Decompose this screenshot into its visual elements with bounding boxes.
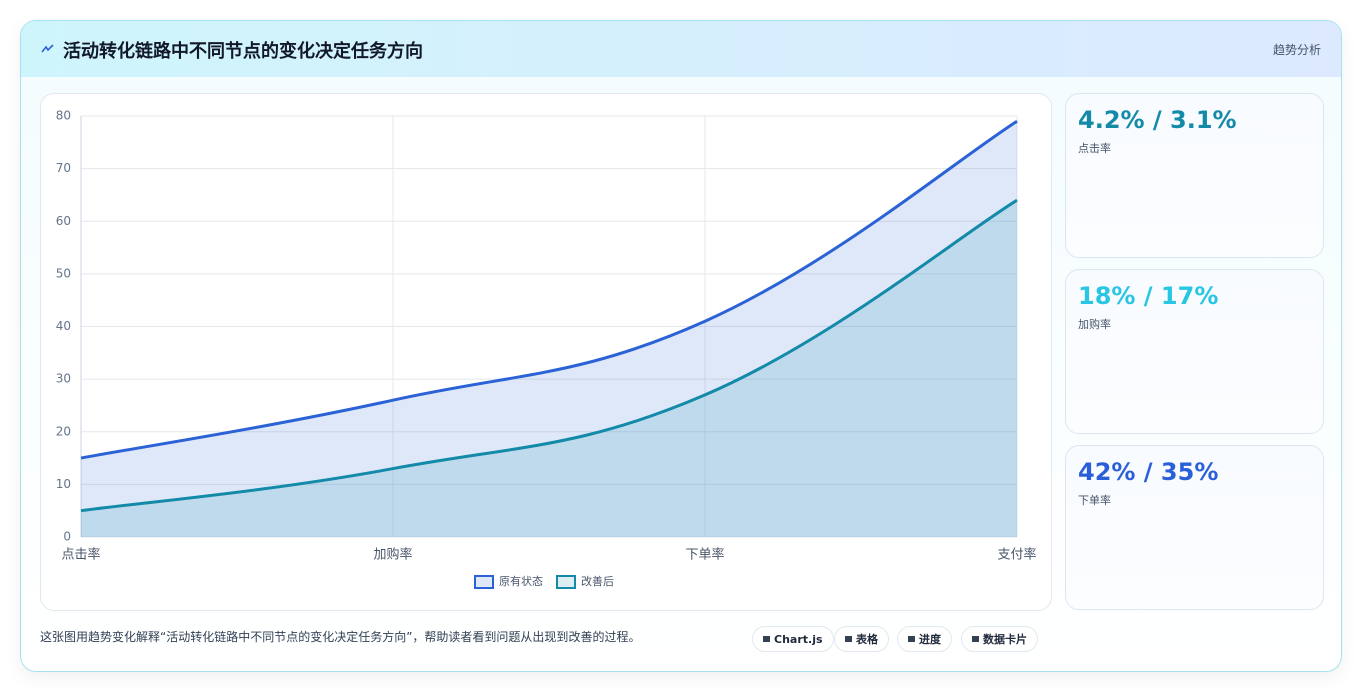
badge-icon bbox=[972, 636, 979, 642]
badge[interactable]: Chart.js bbox=[752, 626, 834, 652]
stat-value: 18% / 17% bbox=[1078, 282, 1219, 310]
area bbox=[81, 200, 1017, 537]
line bbox=[80, 198, 1018, 513]
header-icon bbox=[41, 44, 54, 53]
badge-label: 表格 bbox=[856, 633, 878, 646]
badge[interactable]: 数据卡片 bbox=[961, 626, 1038, 652]
stat-label: 加购率 bbox=[1078, 318, 1111, 331]
y-tick-label: 30 bbox=[56, 372, 71, 386]
area bbox=[81, 121, 1017, 537]
stat-card: 18% / 17% 加购率 bbox=[1065, 269, 1324, 434]
footer-text: 这张图用趋势变化解释“活动转化链路中不同节点的变化决定任务方向”，帮助读者看到问… bbox=[40, 630, 641, 644]
badge-icon bbox=[845, 636, 852, 642]
header: 活动转化链路中不同节点的变化决定任务方向 趋势分析 bbox=[21, 21, 1341, 77]
line bbox=[80, 119, 1018, 460]
badge-label: 数据卡片 bbox=[983, 633, 1027, 646]
x-tick-label: 点击率 bbox=[61, 547, 100, 563]
badge-label: 进度 bbox=[919, 633, 941, 646]
y-tick-label: 60 bbox=[56, 214, 71, 228]
y-tick-label: 20 bbox=[56, 424, 71, 438]
chart-panel: 0 10 20 30 40 50 60 70 80 点击率 加购率 下单率 支付率原有状态 改善后 bbox=[40, 93, 1052, 611]
badge-icon bbox=[763, 636, 770, 642]
stat-card: 4.2% / 3.1% 点击率 bbox=[1065, 93, 1324, 258]
legend-label: 改善后 bbox=[581, 574, 614, 588]
stat-label: 下单率 bbox=[1078, 494, 1111, 507]
stat-card: 42% / 35% 下单率 bbox=[1065, 445, 1324, 610]
y-tick-label: 10 bbox=[56, 477, 71, 491]
legend-label: 原有状态 bbox=[499, 574, 543, 588]
legend-swatch bbox=[474, 575, 494, 589]
tag: 趋势分析 bbox=[1272, 43, 1321, 57]
badge-icon bbox=[908, 636, 915, 642]
stat-label: 点击率 bbox=[1078, 142, 1111, 155]
y-tick-label: 70 bbox=[56, 161, 71, 175]
y-tick-label: 50 bbox=[56, 266, 71, 280]
badge[interactable]: 表格 bbox=[834, 626, 889, 652]
stat-value: 4.2% / 3.1% bbox=[1078, 106, 1237, 134]
x-tick-label: 加购率 bbox=[373, 547, 412, 563]
y-tick-label: 80 bbox=[56, 109, 71, 123]
legend-swatch bbox=[556, 575, 576, 589]
stat-value: 42% / 35% bbox=[1078, 458, 1219, 486]
y-tick-label: 0 bbox=[63, 530, 71, 544]
y-tick-label: 40 bbox=[56, 319, 71, 333]
title: 活动转化链路中不同节点的变化决定任务方向 bbox=[63, 41, 423, 62]
x-tick-label: 下单率 bbox=[685, 547, 724, 563]
badge[interactable]: 进度 bbox=[897, 626, 952, 652]
badge-label: Chart.js bbox=[774, 632, 823, 646]
x-tick-label: 支付率 bbox=[997, 547, 1036, 563]
